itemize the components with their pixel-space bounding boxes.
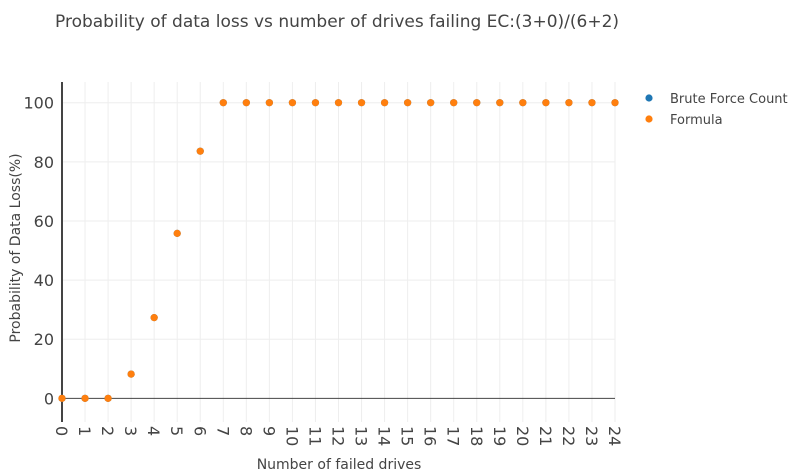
formula-point[interactable]	[150, 314, 158, 322]
formula-point[interactable]	[357, 99, 366, 107]
formula-point[interactable]	[542, 99, 550, 107]
x-tick-label: 19	[490, 426, 509, 446]
formula-point[interactable]	[565, 99, 573, 107]
x-axis-title: Number of failed drives	[257, 457, 422, 473]
formula-point[interactable]	[81, 394, 89, 402]
x-tick-label: 1	[75, 426, 94, 436]
x-tick-label: 10	[282, 426, 301, 446]
x-tick-label: 23	[582, 426, 601, 446]
chart-title: Probability of data loss vs number of dr…	[55, 12, 619, 32]
formula-point[interactable]	[127, 370, 135, 378]
x-tick-label: 7	[213, 426, 232, 436]
x-tick-label: 22	[559, 426, 578, 446]
y-tick-label: 100	[23, 94, 54, 113]
x-tick-label: 15	[398, 426, 417, 446]
x-tick-label: 12	[329, 426, 348, 446]
x-tick-label: 2	[98, 426, 117, 436]
x-tick-label: 3	[121, 426, 140, 436]
legend-label[interactable]: Formula	[670, 113, 723, 128]
x-tick-label: 0	[52, 426, 71, 436]
x-tick-label: 5	[167, 426, 186, 436]
y-tick-label: 80	[34, 153, 54, 172]
x-tick-label: 18	[467, 426, 486, 446]
x-tick-label: 17	[444, 426, 463, 446]
formula-point[interactable]	[450, 99, 458, 107]
legend[interactable]: Brute Force Count Formula	[645, 92, 788, 128]
formula-point[interactable]	[334, 99, 343, 107]
y-tick-label: 20	[34, 330, 54, 349]
legend-marker[interactable]	[645, 94, 653, 102]
formula-point[interactable]	[196, 147, 204, 155]
legend-marker[interactable]	[645, 115, 653, 123]
formula-point[interactable]	[265, 99, 273, 107]
formula-point[interactable]	[473, 99, 481, 107]
x-tick-label: 11	[305, 426, 324, 446]
data-points[interactable]	[58, 99, 619, 402]
x-tick-label: 24	[605, 426, 624, 446]
axes	[61, 82, 615, 422]
formula-point[interactable]	[588, 99, 596, 107]
x-tick-label: 4	[144, 426, 163, 436]
y-tick-label: 40	[34, 271, 54, 290]
y-tick-label: 60	[34, 212, 54, 231]
formula-point[interactable]	[58, 394, 66, 402]
x-tick-label: 21	[536, 426, 555, 446]
x-tick-label: 8	[236, 426, 255, 436]
grid	[61, 82, 616, 422]
x-tick-label: 13	[352, 426, 371, 446]
formula-point[interactable]	[427, 99, 435, 107]
formula-point[interactable]	[611, 99, 619, 107]
formula-point[interactable]	[380, 99, 389, 107]
formula-point[interactable]	[404, 99, 412, 107]
x-tick-label: 14	[375, 426, 394, 446]
x-tick-label: 6	[190, 426, 209, 436]
formula-point[interactable]	[173, 229, 181, 237]
formula-point[interactable]	[519, 99, 527, 107]
formula-point[interactable]	[104, 394, 112, 402]
formula-point[interactable]	[219, 99, 227, 107]
formula-point[interactable]	[496, 99, 504, 107]
formula-point[interactable]	[242, 99, 250, 107]
formula-point[interactable]	[311, 99, 320, 107]
x-tick-label: 20	[513, 426, 532, 446]
legend-label[interactable]: Brute Force Count	[670, 92, 788, 107]
y-tick-label: 0	[44, 389, 54, 408]
x-tick-label: 9	[259, 426, 278, 436]
formula-point[interactable]	[288, 99, 297, 107]
y-axis-title: Probability of Data Loss(%)	[8, 153, 24, 342]
x-tick-label: 16	[421, 426, 440, 446]
